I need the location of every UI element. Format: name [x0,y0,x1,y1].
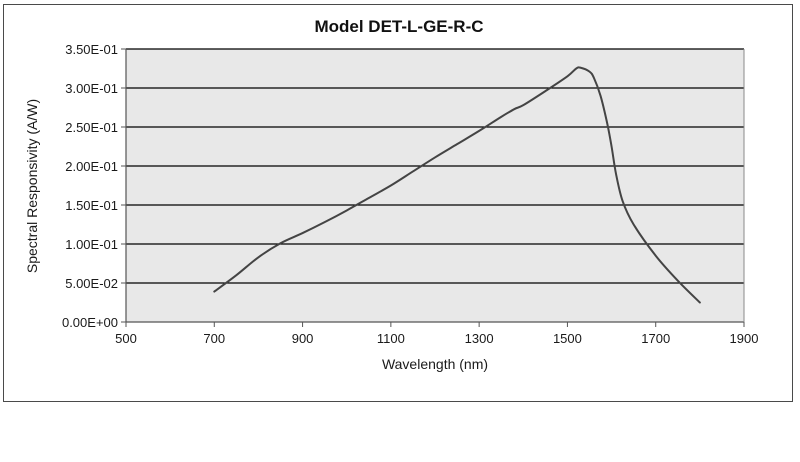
x-tick-label: 1100 [377,331,405,346]
series-layer [213,66,701,304]
x-tick-label: 700 [203,331,225,346]
y-axis-label: Spectral Responsivity (A/W) [24,99,40,273]
chart-svg: 0.00E+00 5.00E-02 1.00E-01 1.50E-01 2.00E-01… [24,17,758,372]
y-tick-label: 2.00E-01 [65,159,118,174]
y-tick-labels: 0.00E+00 5.00E-02 1.00E-01 1.50E-01 2.00E-01… [62,42,118,330]
x-tick-label: 1900 [730,331,759,346]
chart-frame: 0.00E+00 5.00E-02 1.00E-01 1.50E-01 2.00E-01… [3,4,793,402]
plot-area [126,49,744,322]
axes [121,48,745,327]
y-tick-label: 2.50E-01 [65,120,118,135]
x-tick-label: 900 [292,331,314,346]
y-tick-label: 1.50E-01 [65,198,118,213]
y-tick-label: 0.00E+00 [62,315,118,330]
x-tick-label: 500 [115,331,137,346]
x-tick-labels: 500 700 900 1100 1300 1500 1700 1900 [115,331,758,346]
gridlines [126,48,744,284]
series-line-0 [213,66,701,304]
y-tick-label: 5.00E-02 [65,276,118,291]
y-tick-label: 1.00E-01 [65,237,118,252]
chart-title: Model DET-L-GE-R-C [314,17,483,36]
x-tick-label: 1500 [553,331,582,346]
y-tick-label: 3.00E-01 [65,81,118,96]
x-tick-label: 1700 [641,331,670,346]
x-tick-label: 1300 [465,331,494,346]
y-tick-label: 3.50E-01 [65,42,118,57]
x-axis-label: Wavelength (nm) [382,356,488,372]
